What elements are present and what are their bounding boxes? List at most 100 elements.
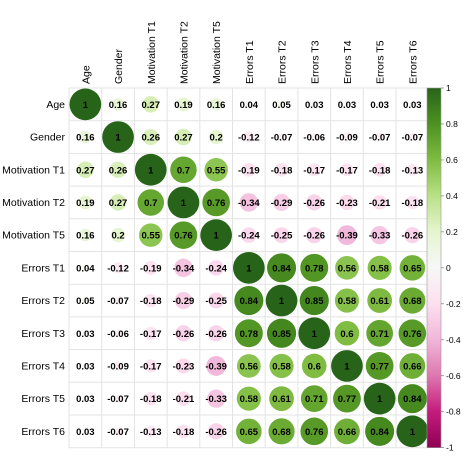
row-label-8: Errors T4 [21, 360, 65, 372]
correlation-circle-4-2 [139, 223, 163, 247]
correlation-circle-8-6 [269, 353, 294, 379]
correlation-circle-8-3 [175, 358, 192, 374]
correlation-circle-2-4 [204, 158, 228, 182]
correlation-value-4-9: -0.33 [369, 231, 391, 242]
correlation-circle-0-6 [278, 100, 286, 108]
correlation-circle-4-10 [404, 227, 421, 244]
correlation-circle-2-7 [307, 163, 321, 177]
correlation-value-6-3: -0.29 [173, 296, 195, 307]
correlation-value-2-6: -0.18 [271, 165, 293, 176]
colorbar-tick-label-4: -0.2 [446, 299, 461, 309]
correlation-value-1-9: -0.07 [369, 133, 391, 144]
correlation-value-8-6: 0.58 [272, 361, 291, 372]
correlation-value-10-0: 0.03 [76, 427, 95, 438]
correlation-circle-9-9 [363, 382, 396, 415]
correlation-circle-2-1 [109, 161, 127, 178]
correlation-value-0-7: 0.03 [305, 100, 324, 111]
correlation-circle-6-1 [113, 296, 123, 305]
correlation-circle-10-9 [365, 416, 395, 446]
correlation-value-6-5: 0.84 [240, 296, 259, 307]
correlation-circle-5-0 [82, 264, 89, 272]
correlation-circle-2-5 [241, 162, 256, 177]
correlation-circle-9-1 [113, 394, 123, 403]
correlation-value-2-7: -0.17 [303, 165, 325, 176]
row-label-3: Motivation T2 [2, 197, 65, 209]
correlation-circle-3-10 [405, 195, 420, 210]
correlation-value-1-1: 1 [115, 133, 121, 144]
correlation-value-10-4: -0.26 [205, 427, 227, 438]
correlation-value-4-1: 0.2 [111, 231, 124, 242]
correlation-circle-6-9 [367, 288, 393, 313]
correlation-circle-2-0 [77, 161, 94, 178]
correlation-circle-6-4 [208, 292, 225, 309]
correlation-value-4-7: -0.26 [303, 231, 325, 242]
correlation-value-9-2: -0.18 [140, 394, 162, 405]
correlation-value-3-4: 0.76 [207, 198, 226, 209]
correlation-circles [69, 88, 429, 448]
correlation-value-7-5: 0.78 [240, 329, 259, 340]
correlation-circle-4-3 [169, 221, 198, 249]
correlation-value-6-0: 0.05 [76, 296, 95, 307]
column-labels: Age Gender Motivation T1 Motivation T2 Motiv… [80, 21, 419, 84]
correlation-circle-0-3 [176, 97, 191, 112]
correlation-circle-7-6 [266, 318, 297, 348]
correlation-circle-0-2 [142, 96, 159, 113]
correlation-circle-1-10 [408, 132, 417, 142]
correlation-circle-7-4 [208, 325, 225, 342]
correlation-value-10-5: 0.65 [240, 427, 259, 438]
colorbar-tick-label-10: 1 [446, 83, 451, 93]
correlation-value-5-10: 0.65 [403, 263, 422, 274]
correlation-value-3-3: 1 [181, 198, 187, 209]
correlation-circle-10-8 [334, 418, 360, 445]
colorbar-tick-label-8: 0.6 [446, 155, 458, 165]
correlation-value-3-10: -0.18 [402, 198, 424, 209]
correlation-value-1-5: -0.12 [238, 133, 260, 144]
correlation-value-8-2: -0.17 [140, 361, 162, 372]
correlation-circle-6-3 [174, 292, 192, 310]
correlation-circle-10-1 [113, 427, 123, 436]
correlation-value-2-5: -0.19 [238, 165, 260, 176]
correlation-value-4-6: -0.25 [271, 231, 293, 242]
correlation-circle-0-9 [376, 101, 383, 108]
correlation-value-4-0: 0.16 [76, 231, 95, 242]
row-label-10: Errors T6 [21, 426, 65, 438]
correlation-circle-8-1 [113, 361, 123, 371]
correlation-circle-9-8 [333, 384, 361, 413]
correlation-value-9-10: 0.84 [403, 394, 422, 405]
column-label-7: Errors T3 [309, 40, 321, 84]
correlation-value-6-2: -0.18 [140, 296, 162, 307]
correlation-circle-2-10 [406, 164, 419, 176]
correlation-circle-10-5 [236, 418, 262, 445]
correlation-value-0-8: 0.03 [338, 100, 357, 111]
correlation-circle-1-5 [243, 131, 255, 143]
correlation-circle-9-4 [207, 389, 226, 408]
correlation-value-10-9: 0.84 [370, 427, 389, 438]
correlation-circle-10-0 [82, 428, 89, 435]
correlation-value-4-8: -0.39 [336, 231, 358, 242]
correlation-value-7-7: 1 [312, 329, 318, 340]
column-label-8: Errors T4 [342, 40, 354, 84]
colorbar-tick-label-7: 0.4 [446, 191, 458, 201]
row-label-7: Errors T3 [21, 328, 65, 340]
correlation-value-1-10: -0.07 [402, 133, 424, 144]
correlation-value-4-4: 1 [214, 231, 220, 242]
correlation-value-1-2: 0.26 [142, 133, 161, 144]
correlation-circle-3-1 [109, 194, 127, 211]
correlation-value-9-6: 0.61 [272, 394, 291, 405]
correlation-circle-5-5 [233, 252, 265, 284]
correlation-circle-4-4 [200, 219, 232, 251]
correlation-circle-8-5 [236, 354, 261, 378]
correlation-value-5-7: 0.78 [305, 263, 324, 274]
correlation-value-2-2: 1 [148, 165, 154, 176]
correlation-value-6-8: 0.58 [338, 296, 357, 307]
correlation-value-9-9: 1 [377, 394, 383, 405]
correlation-circle-9-6 [269, 386, 294, 412]
correlation-circle-5-2 [143, 260, 158, 275]
colorbar-bar [427, 88, 441, 448]
correlation-circle-3-3 [167, 186, 200, 219]
correlation-circle-6-8 [334, 288, 360, 313]
correlation-circle-9-0 [82, 395, 89, 402]
correlation-value-7-2: -0.17 [140, 329, 162, 340]
correlation-value-1-8: -0.09 [336, 133, 358, 144]
correlation-value-8-4: -0.39 [205, 361, 227, 372]
